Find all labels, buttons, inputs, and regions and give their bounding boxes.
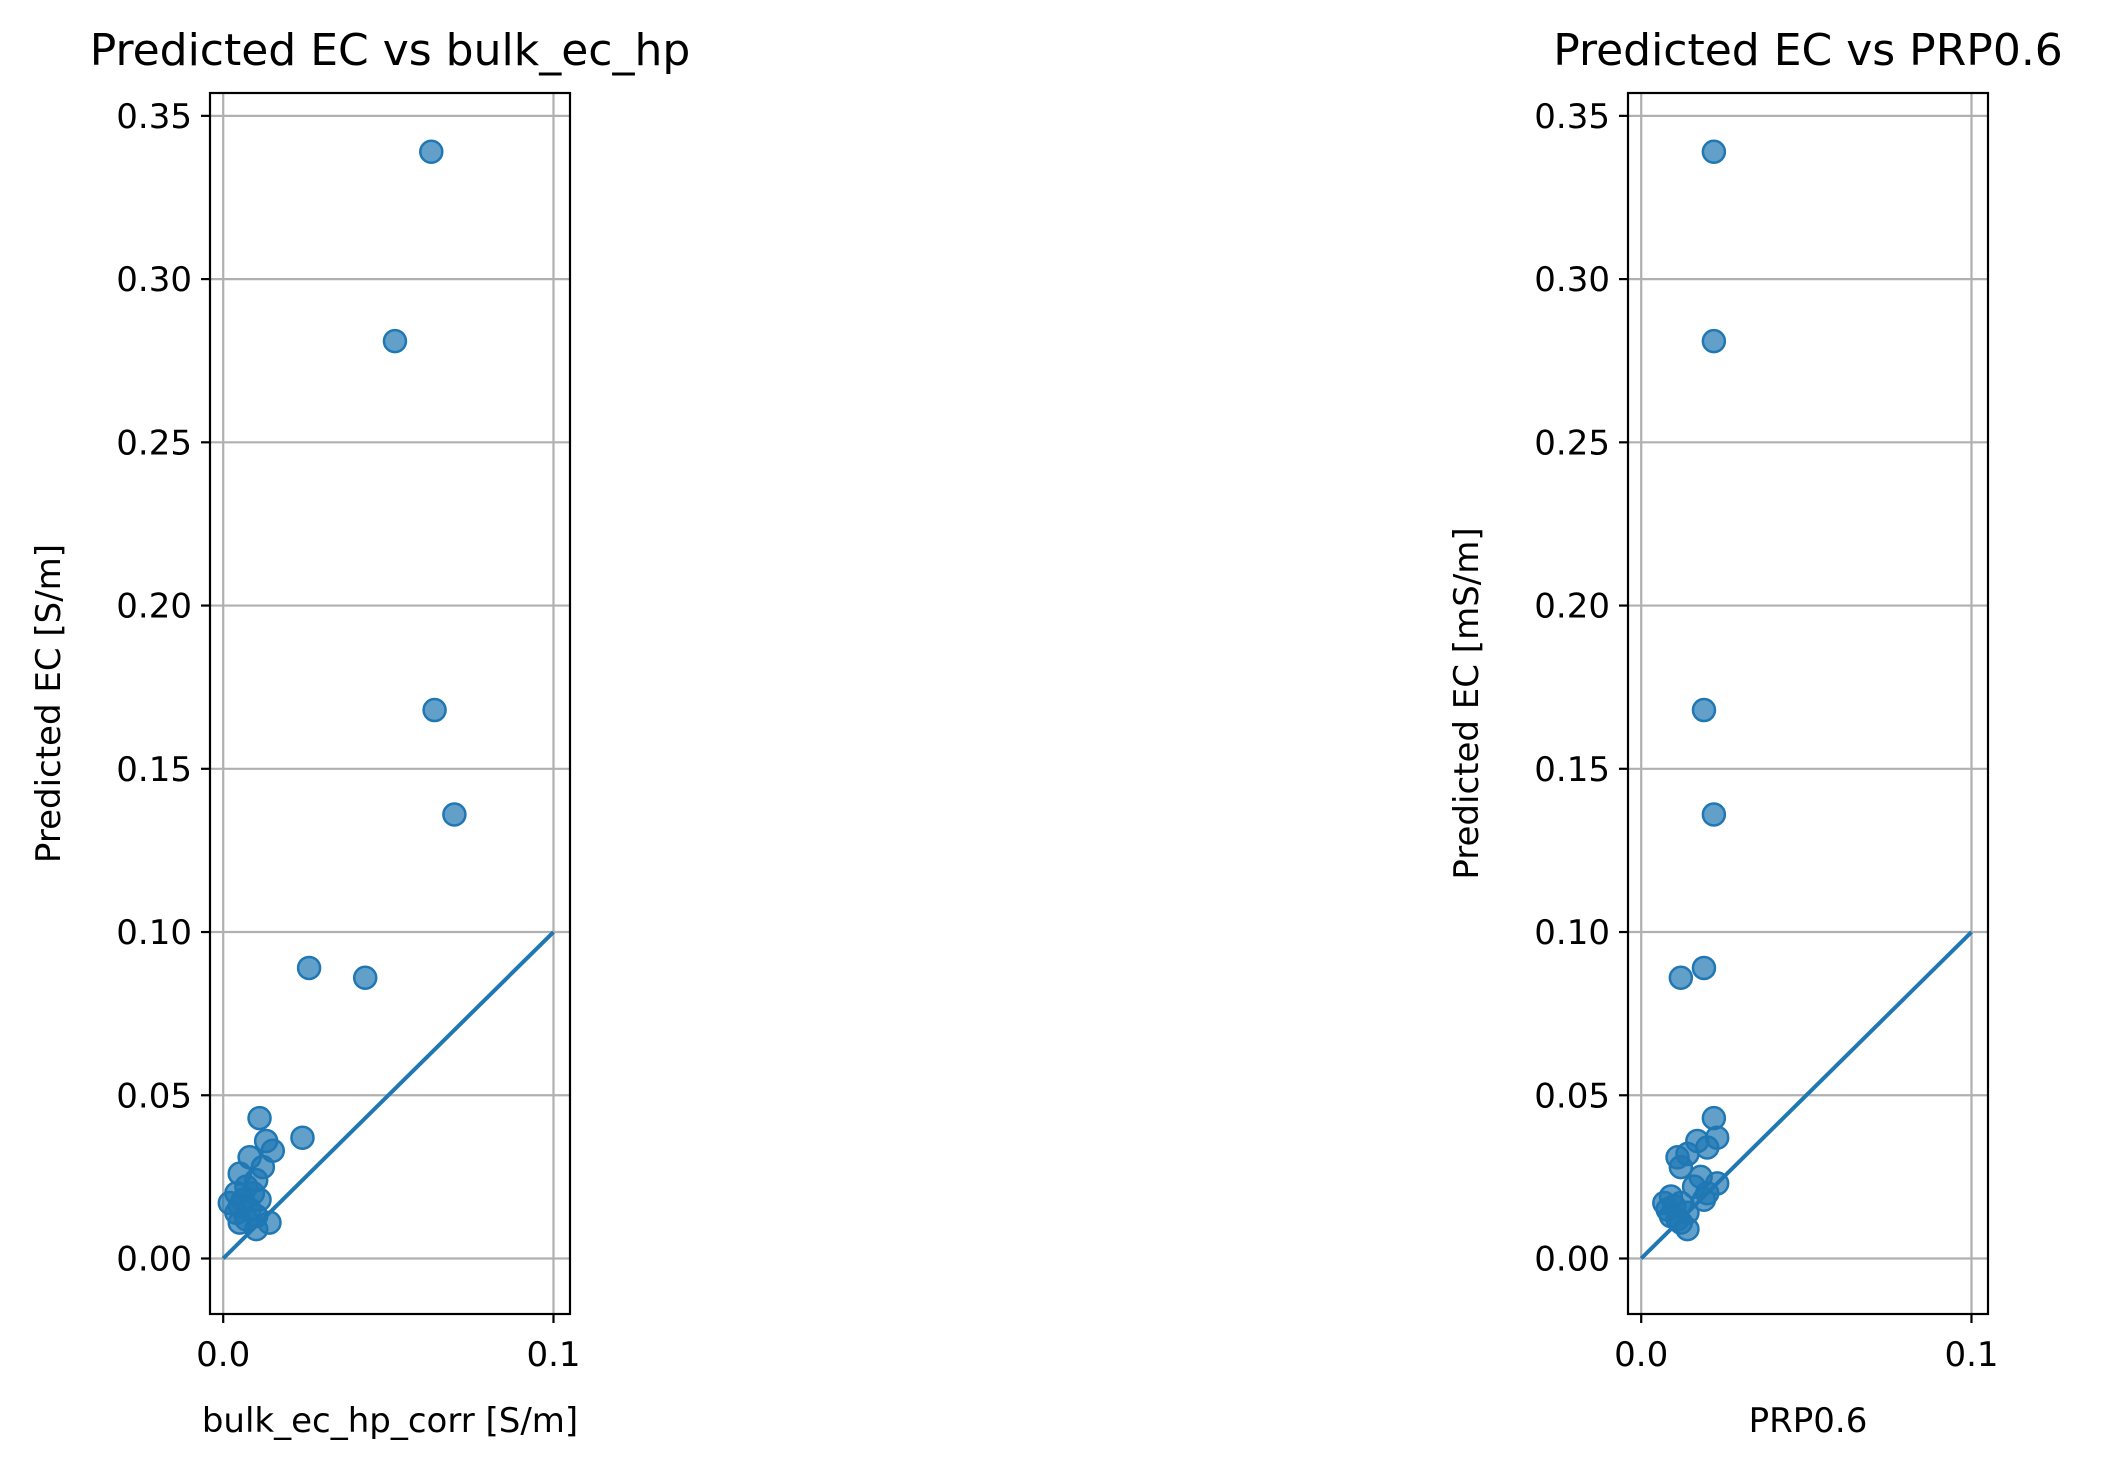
left-y-tick-label: 0.05	[116, 1076, 192, 1116]
right-x-tick-label: 0.1	[1944, 1335, 1998, 1375]
left-ticks: 0.00 0.05 0.10 0.15 0.20 0.25 0.30 0.35 0.0 0.1	[116, 97, 580, 1375]
left-points	[217, 139, 467, 1242]
left-y-tick-label: 0.30	[116, 260, 192, 300]
right-y-tick-label: 0.00	[1534, 1240, 1610, 1280]
right-data-point	[1691, 955, 1717, 981]
left-chart-title: Predicted EC vs bulk_ec_hp	[90, 25, 691, 76]
right-y-tick-label: 0.35	[1534, 97, 1610, 137]
right-y-tick-label: 0.10	[1534, 913, 1610, 953]
right-y-tick-label: 0.15	[1534, 750, 1610, 790]
left-axes-frame	[208, 91, 572, 1316]
left-y-tick-label: 0.20	[116, 587, 192, 627]
left-x-axis-label: bulk_ec_hp_corr [S/m]	[202, 1401, 578, 1441]
left-grid	[210, 93, 570, 1314]
left-y-tick-label: 0.15	[116, 750, 192, 790]
left-y-axis-label: Predicted EC [S/m]	[29, 544, 69, 863]
right-data-point	[1701, 1105, 1727, 1131]
right-y-tick-label: 0.30	[1534, 260, 1610, 300]
left-data-point	[247, 1105, 272, 1131]
right-ticks: 0.00 0.05 0.10 0.15 0.20 0.25 0.30 0.35 0.0 0.1	[1534, 97, 1998, 1375]
right-data-point	[1701, 802, 1727, 827]
right-y-tick-label: 0.25	[1534, 423, 1610, 463]
left-y-tick-label: 0.00	[116, 1240, 192, 1280]
left-data-point	[290, 1125, 315, 1150]
left-x-tick-label: 0.1	[526, 1335, 580, 1375]
right-data-point	[1691, 697, 1717, 723]
right-x-tick-label: 0.0	[1614, 1335, 1668, 1375]
left-y-tick-label: 0.10	[116, 913, 192, 953]
right-data-point	[1701, 328, 1727, 354]
left-x-tick-label: 0.0	[196, 1335, 250, 1375]
left-data-point	[442, 802, 467, 827]
right-data-point	[1668, 1154, 1694, 1180]
right-y-tick-label: 0.05	[1534, 1076, 1610, 1116]
left-data-point	[419, 139, 444, 165]
right-plot-panel: 0.00 0.05 0.10 0.15 0.20 0.25 0.30 0.35 0.0 0.1 P…	[1447, 25, 2063, 1441]
right-axes-frame	[1626, 91, 1990, 1316]
left-data-point	[296, 955, 322, 981]
left-reference-line	[221, 930, 555, 1260]
right-points	[1652, 139, 1730, 1242]
left-data-point	[243, 1216, 269, 1242]
left-y-tick-label: 0.35	[116, 97, 192, 137]
left-data-point	[422, 697, 447, 723]
right-data-point	[1691, 1187, 1717, 1212]
right-y-tick-label: 0.20	[1534, 587, 1610, 627]
right-data-point	[1701, 139, 1727, 165]
left-plot-panel: 0.00 0.05 0.10 0.15 0.20 0.25 0.30 0.35 0.0 0.1 P…	[29, 25, 690, 1441]
left-data-point	[382, 328, 408, 354]
right-x-axis-label: PRP0.6	[1749, 1401, 1868, 1441]
left-data-point	[352, 965, 378, 990]
right-y-axis-label: Predicted EC [mS/m]	[1447, 527, 1487, 879]
right-grid	[1628, 93, 1988, 1314]
right-chart-title: Predicted EC vs PRP0.6	[1553, 25, 2063, 76]
left-y-tick-label: 0.25	[116, 423, 192, 463]
right-data-point	[1668, 965, 1694, 990]
right-data-point	[1675, 1216, 1700, 1242]
